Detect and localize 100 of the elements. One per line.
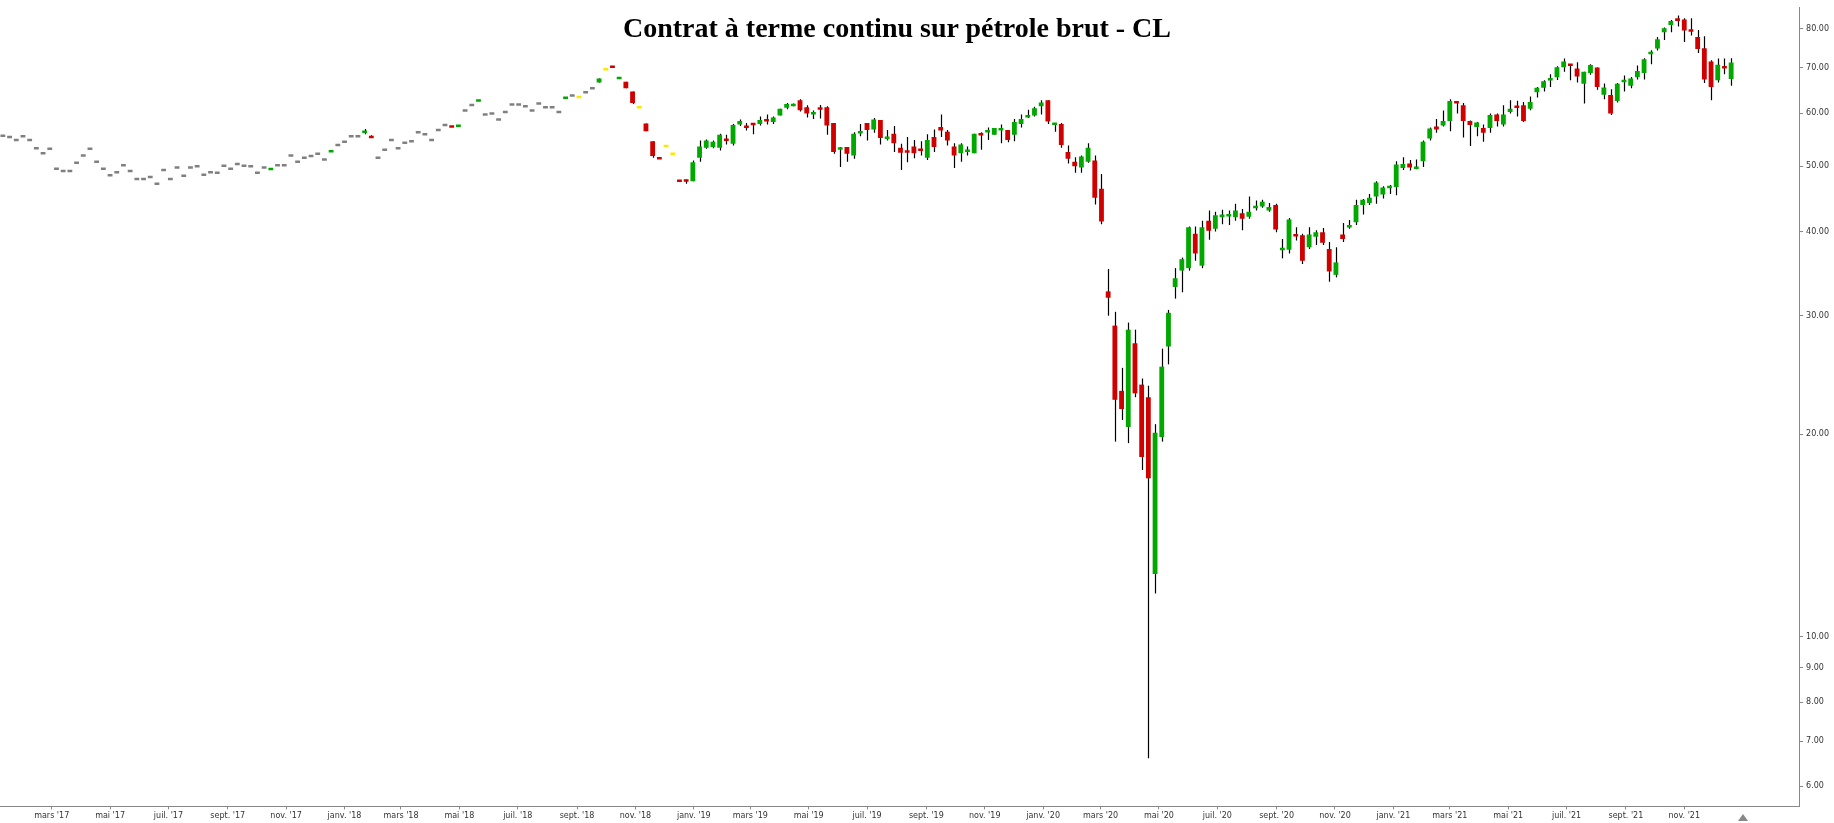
candlestick (174, 166, 180, 169)
candlestick (583, 91, 589, 94)
x-tick-label: janv. '18 (326, 811, 362, 821)
candlestick (1614, 82, 1620, 104)
y-tick-label: 9.00 (1806, 662, 1824, 672)
candlestick (1172, 267, 1178, 300)
x-tick-label: janv. '21 (1375, 811, 1411, 821)
candlestick (1608, 88, 1613, 116)
y-tick-label: 70.00 (1806, 63, 1829, 73)
x-tick-label: sept. '21 (1608, 811, 1644, 821)
candlestick (998, 123, 1004, 144)
candlestick (516, 103, 522, 106)
x-tick-label: mai '21 (1493, 811, 1524, 821)
candlestick (248, 165, 254, 168)
candlestick (94, 160, 100, 163)
candlestick (114, 171, 120, 174)
x-tick-label: sept. '18 (559, 811, 595, 821)
candlestick (201, 173, 207, 176)
candlestick (1460, 102, 1466, 139)
x-tick-label: mars '17 (34, 811, 70, 821)
candlestick (522, 105, 528, 108)
candlestick (563, 96, 568, 99)
candlestick (1246, 195, 1252, 220)
candlestick (1058, 122, 1064, 149)
candlestick (1715, 57, 1721, 84)
candlestick (924, 133, 930, 161)
y-tick-label: 80.00 (1806, 24, 1829, 34)
candlestick (188, 166, 193, 169)
x-tick-label: juil. '20 (1201, 811, 1232, 821)
candlestick (1695, 29, 1701, 54)
candlestick (697, 140, 702, 163)
candlestick (543, 106, 548, 109)
x-tick-label: nov. '18 (619, 811, 652, 821)
x-tick-label: nov. '19 (968, 811, 1001, 821)
x-tick-label: sept. '17 (210, 811, 246, 821)
x-tick-label: janv. '20 (1025, 811, 1060, 821)
candlestick (208, 171, 213, 174)
candlestick (54, 167, 59, 170)
x-tick-label: juil. '18 (502, 811, 533, 821)
candlestick (228, 167, 234, 170)
x-tick-label: mai '18 (444, 811, 475, 821)
candlestick (476, 99, 481, 102)
candlestick (288, 154, 294, 157)
candlestick (261, 166, 267, 169)
candlestick (295, 160, 301, 163)
candlestick (1728, 57, 1734, 87)
candlestick (462, 109, 468, 112)
y-tick-label: 60.00 (1806, 108, 1829, 118)
candlestick (1212, 211, 1218, 233)
chart-title: Contrat à terme continu sur pétrole brut - CL (622, 12, 1172, 44)
candlestick (1206, 209, 1212, 241)
x-tick-label: nov. '17 (270, 811, 302, 821)
y-tick-label: 7.00 (1806, 736, 1824, 746)
candlestick (636, 106, 642, 109)
candlestick (1681, 17, 1687, 43)
candlestick (100, 167, 106, 170)
candlestick (1045, 99, 1051, 125)
candlestick (1340, 222, 1346, 243)
candlestick (20, 135, 26, 138)
candlestick (322, 158, 327, 161)
candlestick (375, 156, 381, 159)
candlestick (1326, 241, 1332, 283)
candlestick (1192, 225, 1198, 262)
x-tick-label: juil. '21 (1550, 811, 1582, 821)
candlestick (509, 103, 515, 106)
candlestick (422, 133, 428, 136)
candlestick (878, 119, 883, 145)
candlestick (1500, 104, 1506, 128)
x-tick-label: mars '20 (1082, 811, 1119, 821)
candlestick (80, 154, 86, 157)
candlestick (938, 113, 944, 138)
candlestick (898, 143, 903, 171)
candlestick (851, 131, 857, 160)
candlestick (301, 156, 307, 159)
x-tick-label: nov. '20 (1319, 811, 1351, 821)
candlestick (837, 146, 843, 168)
candlestick (1581, 71, 1587, 105)
candlestick (1467, 119, 1473, 147)
candlestick (194, 165, 200, 168)
x-tick-label: mars '19 (732, 811, 768, 821)
candlestick (958, 142, 964, 163)
candlestick (1119, 367, 1124, 421)
y-tick-label: 30.00 (1806, 310, 1829, 320)
candlestick (1105, 268, 1111, 317)
y-tick-label: 20.00 (1806, 429, 1829, 439)
x-tick-label: mai '20 (1143, 811, 1174, 821)
candlestick (1521, 101, 1526, 123)
x-tick-label: janv. '19 (675, 811, 711, 821)
candlestick (107, 174, 113, 177)
candlestick (1447, 98, 1453, 132)
candlestick (589, 87, 595, 90)
x-tick-label: sept. '20 (1259, 811, 1294, 821)
x-tick-label: mars '21 (1432, 811, 1468, 821)
candlestick (549, 106, 555, 109)
candlestick (1239, 208, 1245, 231)
candlestick (536, 102, 542, 105)
y-tick-label: 50.00 (1806, 161, 1829, 171)
y-tick-label: 10.00 (1806, 631, 1829, 641)
candlestick (951, 142, 957, 169)
candlestick (569, 94, 575, 97)
